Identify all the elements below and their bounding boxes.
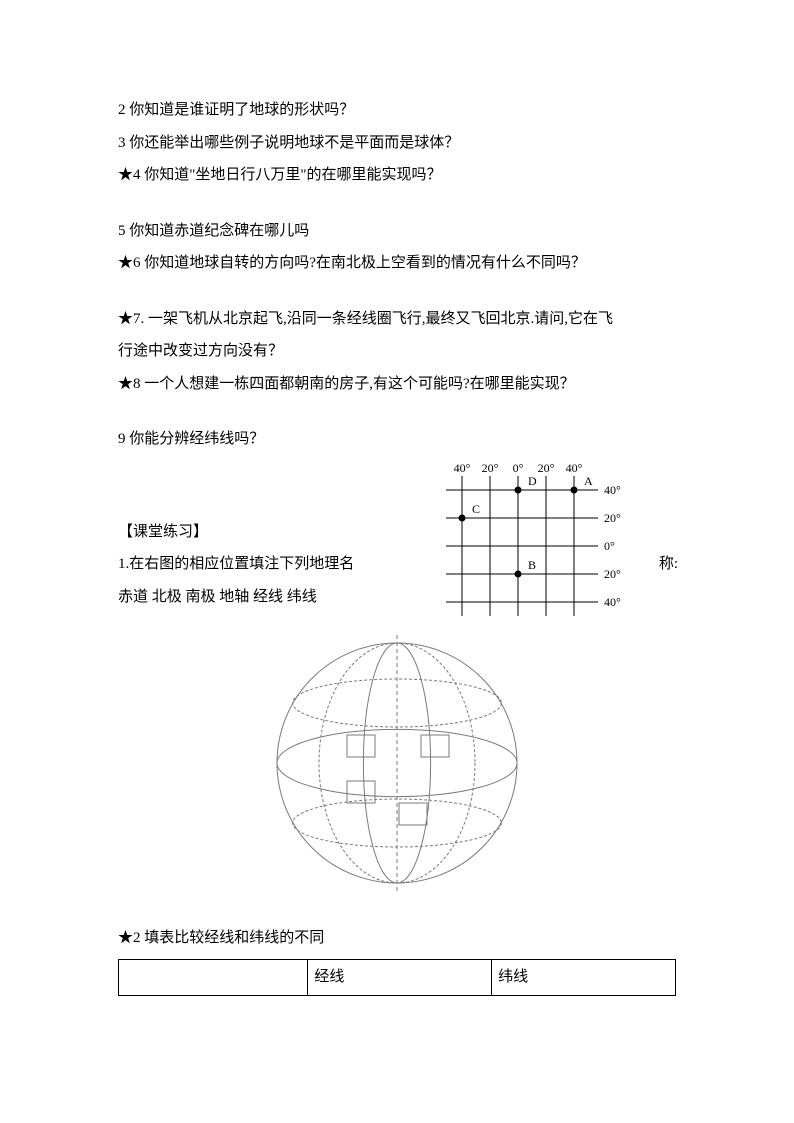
svg-text:B: B xyxy=(528,558,536,572)
question-4: ★4 你知道"坐地日行八万里"的在哪里能实现吗？ xyxy=(118,160,676,192)
question-2: 2 你知道是谁证明了地球的形状吗？ xyxy=(118,95,676,127)
svg-text:40°: 40° xyxy=(604,483,621,497)
question-7b: 行途中改变过方向没有？ xyxy=(118,336,676,368)
question-6: ★6 你知道地球自转的方向吗?在南北极上空看到的情况有什么不同吗？ xyxy=(118,248,676,280)
table-cell-weixian: 纬线 xyxy=(492,959,676,996)
table-cell-blank xyxy=(119,959,308,996)
svg-text:40°: 40° xyxy=(454,461,471,475)
exercise-q1c: 赤道 北极 南极 地轴 经线 纬线 xyxy=(118,582,428,614)
exercise-title: 【课堂练习】 xyxy=(118,517,428,549)
table-row: 经线 纬线 xyxy=(119,959,676,996)
blank-line xyxy=(118,401,676,423)
svg-text:0°: 0° xyxy=(513,461,524,475)
question-8: ★8 一个人想建一栋四面都朝南的房子,有这个可能吗?在哪里能实现？ xyxy=(118,369,676,401)
question-7a: ★7. 一架飞机从北京起飞,沿同一条经线圈飞行,最终又飞回北京.请问,它在飞 xyxy=(118,304,676,336)
exercise-q1b-text: 称: xyxy=(659,549,678,581)
table-cell-jingxian: 经线 xyxy=(308,959,492,996)
svg-text:20°: 20° xyxy=(482,461,499,475)
svg-text:D: D xyxy=(528,474,537,488)
exercise-q1a: 1.在右图的相应位置填注下列地理名 称: xyxy=(118,549,428,581)
svg-text:20°: 20° xyxy=(538,461,555,475)
svg-text:40°: 40° xyxy=(566,461,583,475)
exercise-q2: ★2 填表比较经线和纬线的不同 xyxy=(118,923,676,955)
blank-line xyxy=(118,457,428,501)
latlong-grid-diagram: 40°20°0°20°40°40°20°0°20°40°ABCD xyxy=(420,460,650,640)
svg-text:C: C xyxy=(472,502,480,516)
globe-diagram xyxy=(252,628,542,898)
svg-text:0°: 0° xyxy=(604,539,615,553)
svg-text:20°: 20° xyxy=(604,511,621,525)
question-3: 3 你还能举出哪些例子说明地球不是平面而是球体？ xyxy=(118,128,676,160)
blank-line xyxy=(118,281,676,303)
svg-text:A: A xyxy=(584,474,593,488)
question-5: 5 你知道赤道纪念碑在哪儿吗 xyxy=(118,216,676,248)
svg-text:40°: 40° xyxy=(604,595,621,609)
exercise-q1a-text: 1.在右图的相应位置填注下列地理名 xyxy=(118,556,354,572)
blank-line xyxy=(118,193,676,215)
question-9: 9 你能分辨经纬线吗？ xyxy=(118,424,676,456)
svg-text:20°: 20° xyxy=(604,567,621,581)
compare-table: 经线 纬线 xyxy=(118,959,676,997)
